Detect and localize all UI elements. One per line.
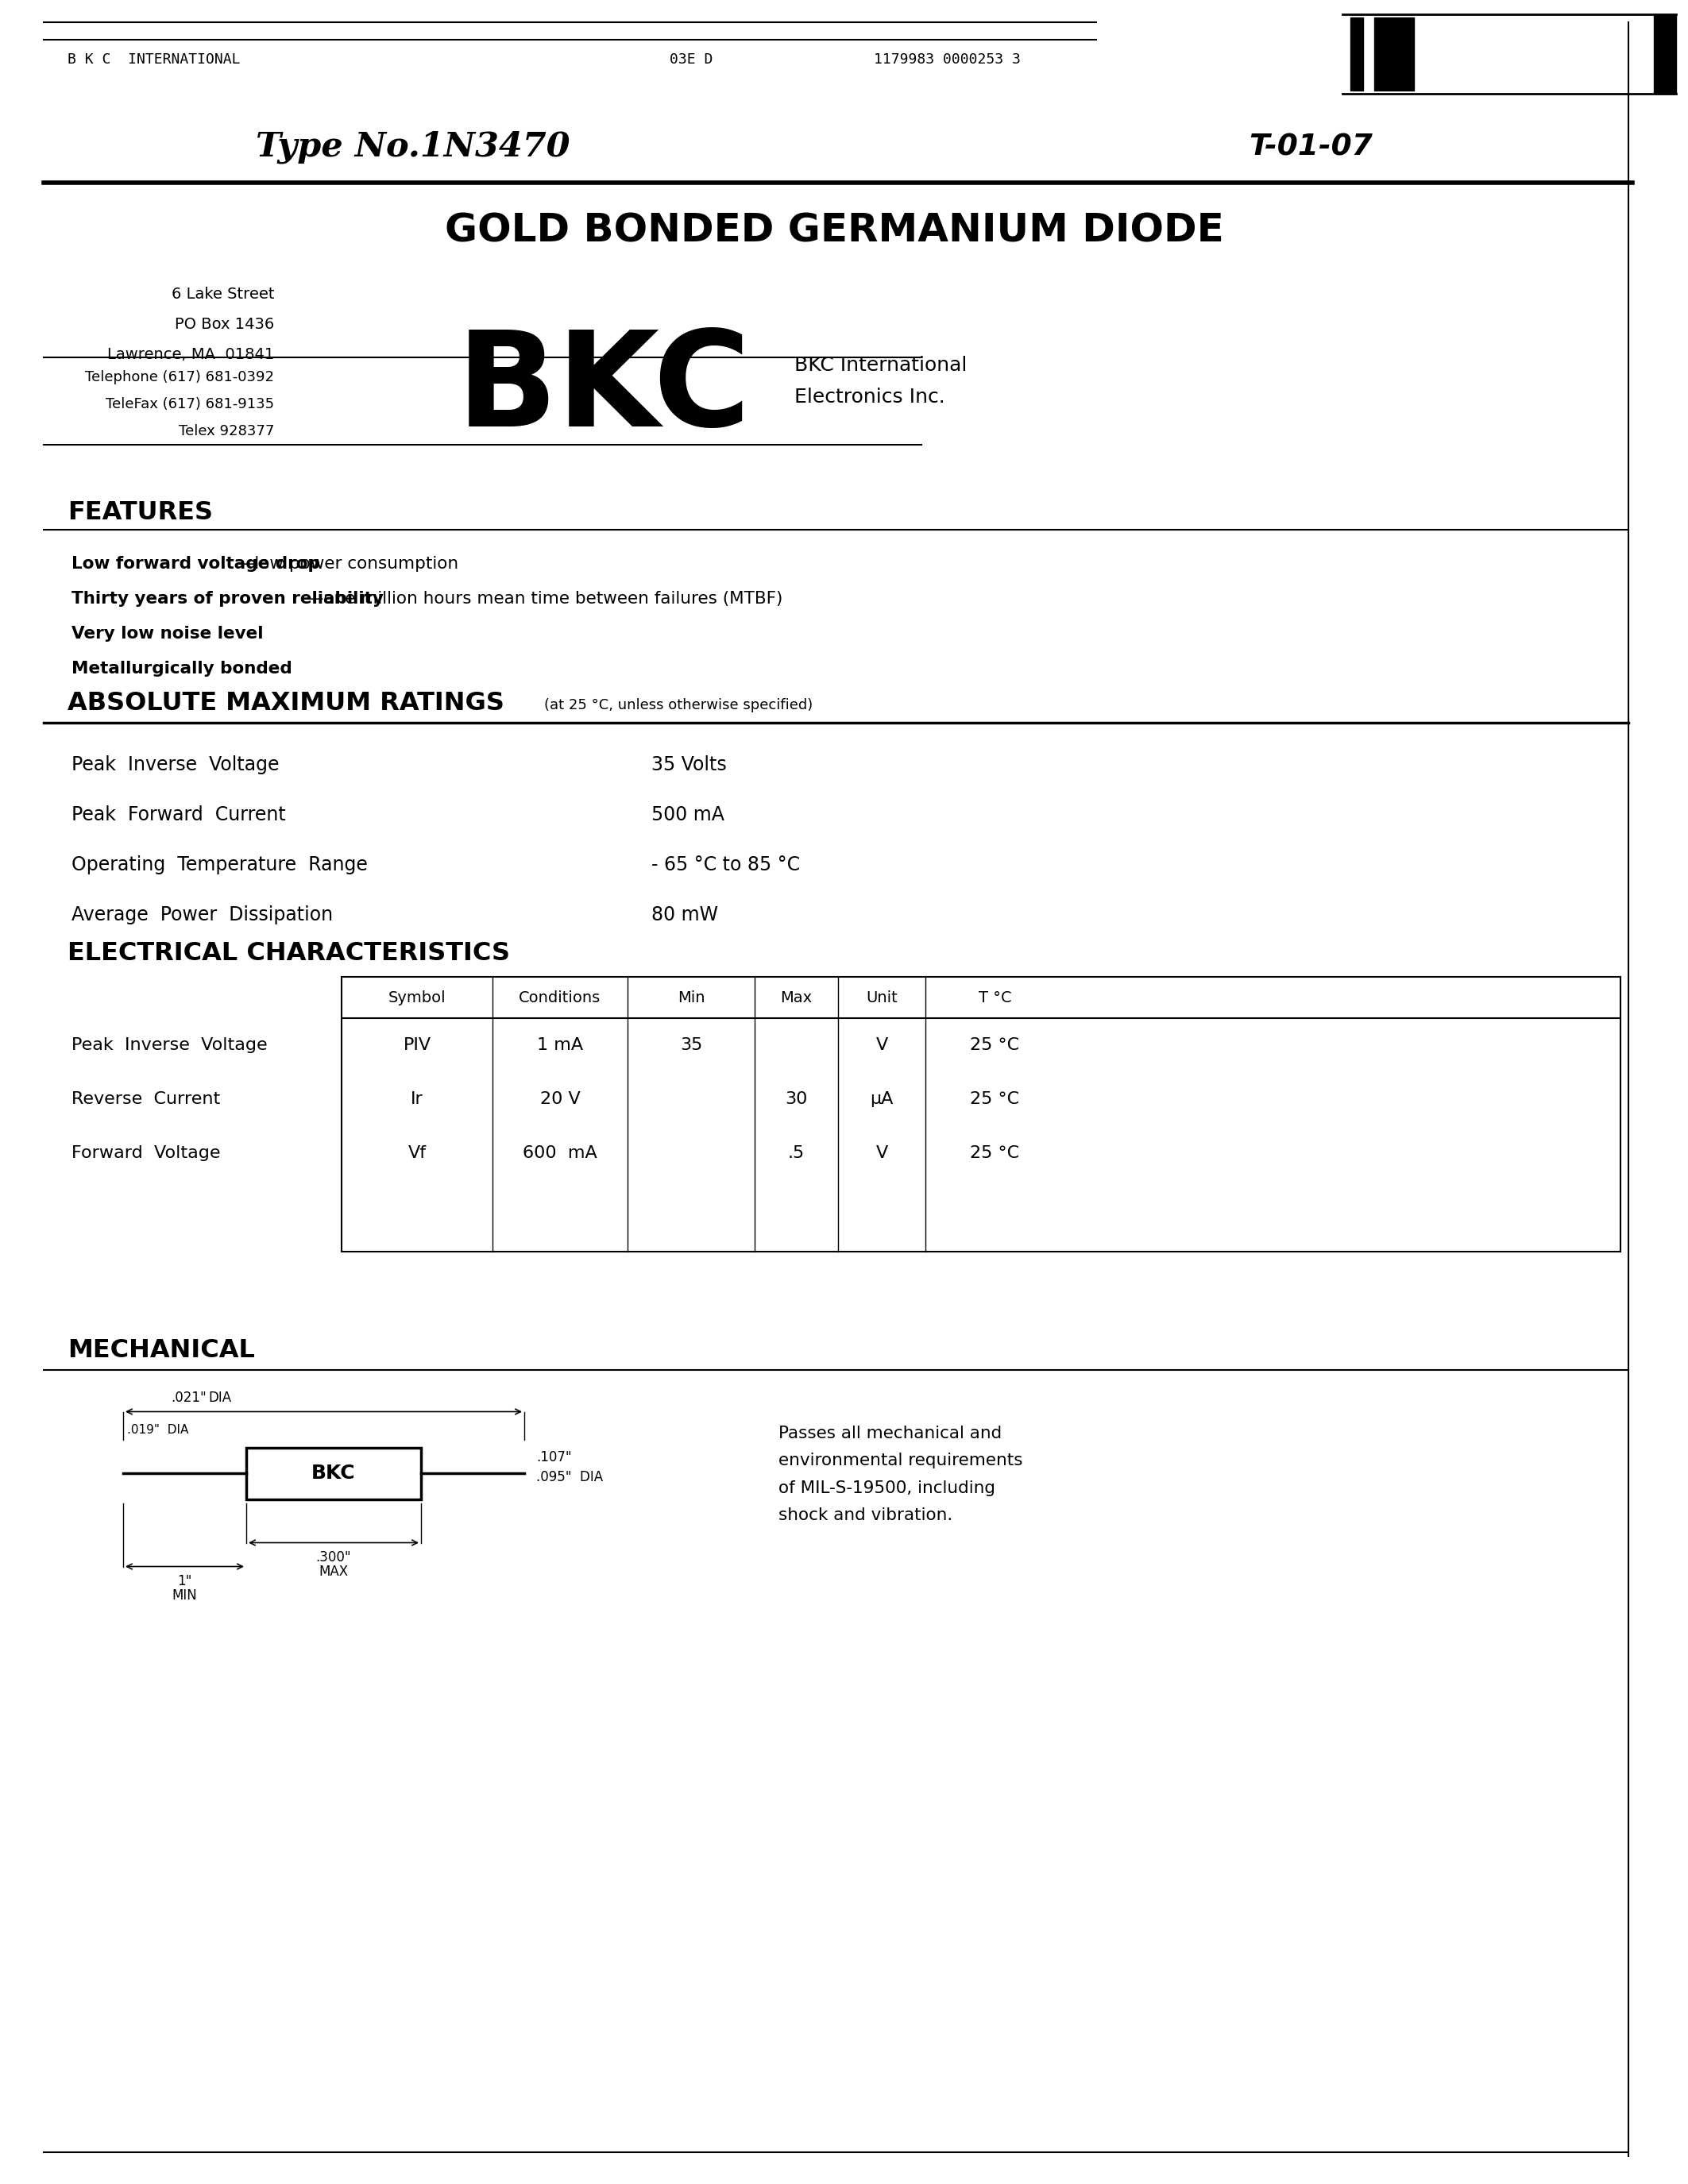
Text: Electronics Inc.: Electronics Inc.	[795, 387, 945, 406]
Text: .021": .021"	[170, 1391, 206, 1404]
Bar	[1350, 17, 1364, 90]
Text: - 65 °C to 85 °C: - 65 °C to 85 °C	[652, 856, 800, 874]
Text: 20 V: 20 V	[540, 1092, 581, 1107]
Text: T-01-07: T-01-07	[1249, 133, 1372, 162]
Text: Max: Max	[780, 989, 812, 1005]
Text: μA: μA	[869, 1092, 893, 1107]
Text: 35: 35	[680, 1037, 702, 1053]
Text: GOLD BONDED GERMANIUM DIODE: GOLD BONDED GERMANIUM DIODE	[444, 212, 1224, 249]
Text: MIN: MIN	[172, 1588, 197, 1603]
Text: (at 25 °C, unless otherwise specified): (at 25 °C, unless otherwise specified)	[544, 699, 814, 712]
Text: 80 mW: 80 mW	[652, 906, 717, 924]
Text: —low power consumption: —low power consumption	[238, 557, 457, 572]
Text: Metallurgically bonded: Metallurgically bonded	[71, 662, 292, 677]
Text: —one million hours mean time between failures (MTBF): —one million hours mean time between fai…	[307, 592, 783, 607]
Text: BKC: BKC	[312, 1463, 356, 1483]
Text: Low forward voltage drop: Low forward voltage drop	[71, 557, 321, 572]
Text: Forward  Voltage: Forward Voltage	[71, 1144, 221, 1162]
Text: PO Box 1436: PO Box 1436	[174, 317, 273, 332]
Text: 03E D: 03E D	[670, 52, 712, 68]
Text: Unit: Unit	[866, 989, 898, 1005]
Text: 35 Volts: 35 Volts	[652, 756, 726, 775]
Text: 6 Lake Street: 6 Lake Street	[170, 286, 273, 301]
Text: B K C  INTERNATIONAL: B K C INTERNATIONAL	[68, 52, 240, 68]
Text: .5: .5	[788, 1144, 805, 1162]
Text: Lawrence, MA  01841: Lawrence, MA 01841	[106, 347, 273, 363]
Text: T °C: T °C	[979, 989, 1011, 1005]
Text: Conditions: Conditions	[518, 989, 601, 1005]
Bar	[1654, 15, 1676, 94]
Text: V: V	[876, 1144, 888, 1162]
Text: TeleFax (617) 681-9135: TeleFax (617) 681-9135	[106, 397, 273, 411]
Text: Average  Power  Dissipation: Average Power Dissipation	[71, 906, 333, 924]
Text: .019"  DIA: .019" DIA	[127, 1424, 189, 1435]
Bar	[1374, 17, 1415, 90]
Text: Symbol: Symbol	[388, 989, 446, 1005]
Text: 30: 30	[785, 1092, 807, 1107]
Text: PIV: PIV	[403, 1037, 430, 1053]
Text: 600  mA: 600 mA	[523, 1144, 598, 1162]
Text: ELECTRICAL CHARACTERISTICS: ELECTRICAL CHARACTERISTICS	[68, 941, 510, 965]
Text: Passes all mechanical and
environmental requirements
of MIL-S-19500, including
s: Passes all mechanical and environmental …	[778, 1426, 1023, 1524]
Text: BKC: BKC	[456, 325, 751, 454]
Text: 1179983 0000253 3: 1179983 0000253 3	[874, 52, 1021, 68]
Text: FEATURES: FEATURES	[68, 500, 213, 524]
Text: Very low noise level: Very low noise level	[71, 627, 263, 642]
Text: 25 °C: 25 °C	[971, 1037, 1020, 1053]
Text: Telephone (617) 681-0392: Telephone (617) 681-0392	[84, 369, 273, 384]
Text: V: V	[876, 1037, 888, 1053]
Text: .300": .300"	[316, 1551, 351, 1564]
Text: BKC International: BKC International	[795, 356, 967, 376]
Text: Type No.1N3470: Type No.1N3470	[257, 131, 571, 164]
Text: .107": .107"	[537, 1450, 572, 1465]
Text: Operating  Temperature  Range: Operating Temperature Range	[71, 856, 368, 874]
Text: 1 mA: 1 mA	[537, 1037, 582, 1053]
Text: .095"  DIA: .095" DIA	[537, 1470, 603, 1485]
Text: MECHANICAL: MECHANICAL	[68, 1339, 255, 1363]
Text: Reverse  Current: Reverse Current	[71, 1092, 219, 1107]
Text: ABSOLUTE MAXIMUM RATINGS: ABSOLUTE MAXIMUM RATINGS	[68, 690, 505, 714]
Text: DIA: DIA	[208, 1391, 231, 1404]
Text: 1": 1"	[177, 1575, 192, 1588]
Text: Ir: Ir	[410, 1092, 424, 1107]
Text: Min: Min	[677, 989, 706, 1005]
Text: 25 °C: 25 °C	[971, 1092, 1020, 1107]
Text: MAX: MAX	[319, 1564, 348, 1579]
Text: 25 °C: 25 °C	[971, 1144, 1020, 1162]
Text: Peak  Forward  Current: Peak Forward Current	[71, 806, 285, 823]
Text: 500 mA: 500 mA	[652, 806, 724, 823]
Text: Vf: Vf	[408, 1144, 425, 1162]
Bar	[246, 1448, 420, 1498]
Text: Telex 928377: Telex 928377	[179, 424, 273, 439]
Text: Peak  Inverse  Voltage: Peak Inverse Voltage	[71, 756, 279, 775]
Text: Thirty years of proven reliability: Thirty years of proven reliability	[71, 592, 383, 607]
Text: Peak  Inverse  Voltage: Peak Inverse Voltage	[71, 1037, 267, 1053]
